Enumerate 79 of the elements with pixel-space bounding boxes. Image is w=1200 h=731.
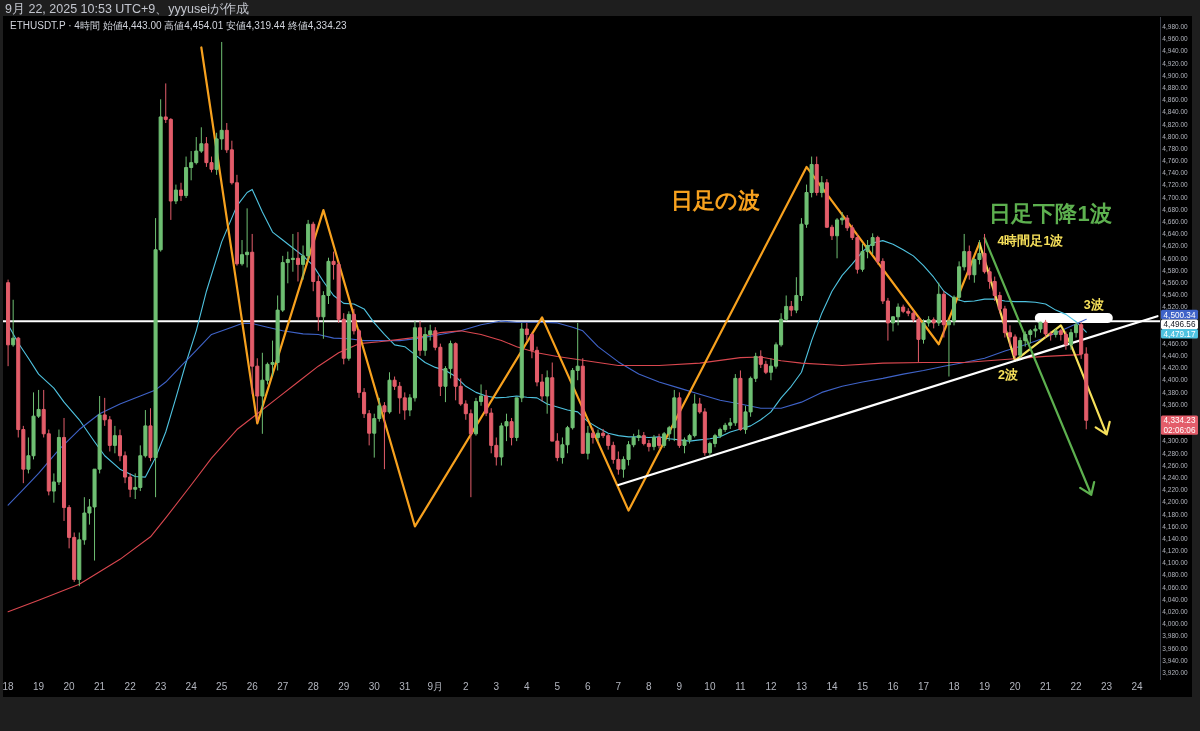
- chart-title: 9月 22, 2025 10:53 UTC+9、yyyuseiが作成: [5, 2, 249, 16]
- candlestick: [651, 434, 656, 451]
- x-tick-label: 15: [856, 681, 869, 692]
- chart-subtitle: ETHUSDT.P · 4時間 始値4,443.00 高値4,454.01 安値4,319.44 終値4,334.23: [10, 20, 348, 31]
- x-tick-label: 23: [1101, 681, 1113, 692]
- x-tick-label: 26: [246, 681, 259, 692]
- x-tick-label: 9月: [427, 681, 444, 692]
- candlestick: [295, 231, 300, 282]
- x-tick-label: 17: [917, 681, 930, 692]
- candlestick: [545, 369, 550, 415]
- x-tick-label: 16: [887, 681, 899, 692]
- x-tick-label: 20: [1009, 681, 1022, 692]
- line-series: [7, 330, 1082, 613]
- annotation: 日足の波: [671, 187, 761, 213]
- x-tick-label: 11: [735, 681, 747, 692]
- x-tick-label: 13: [795, 681, 808, 692]
- x-tick-label: 6: [585, 681, 592, 692]
- candlestick: [590, 427, 595, 445]
- candlestick: [814, 156, 819, 197]
- x-tick-label: 5: [554, 681, 561, 692]
- candlestick: [1053, 327, 1058, 339]
- x-tick-label: 29: [338, 681, 350, 692]
- candlestick: [382, 401, 387, 470]
- line-series: [7, 318, 1087, 506]
- annotation: 2波: [998, 368, 1019, 383]
- x-tick-label: 21: [94, 681, 106, 692]
- x-tick-label: 19: [33, 681, 45, 692]
- x-tick-label: 2: [463, 681, 470, 692]
- candlestick: [178, 182, 184, 202]
- candlestick: [112, 425, 117, 454]
- x-tick-label: 23: [155, 681, 167, 692]
- candlestick: [585, 425, 590, 460]
- candlestick: [418, 320, 423, 357]
- x-tick-label: 8: [646, 681, 653, 692]
- x-tick-label: 28: [307, 681, 320, 692]
- annotation: 4時間足1波: [997, 233, 1064, 248]
- annotation: 3波: [1083, 297, 1104, 312]
- x-tick-label: 19: [978, 681, 991, 692]
- x-tick-label: 14: [826, 681, 838, 692]
- line-series: [200, 46, 981, 528]
- candlestick: [11, 299, 16, 348]
- x-tick-label: 18: [2, 681, 15, 692]
- x-tick-label: 4: [524, 681, 531, 692]
- x-tick-label: 22: [1070, 681, 1083, 692]
- x-tick-label: 18: [948, 681, 961, 692]
- candlestick: [657, 433, 662, 449]
- candlestick: [931, 316, 936, 329]
- candlestick: [819, 175, 824, 198]
- candlestick: [509, 417, 514, 446]
- candlestick: [789, 300, 794, 317]
- x-tick-label: 12: [765, 681, 777, 692]
- candlestick: [936, 282, 941, 327]
- x-tick-label: 24: [1131, 681, 1144, 692]
- x-tick-label: 27: [277, 681, 289, 692]
- candlestick: [148, 407, 153, 462]
- x-tick-label: 20: [63, 681, 76, 692]
- x-tick-label: 3: [493, 681, 500, 692]
- x-tick-label: 9: [676, 681, 683, 692]
- candlestick: [738, 369, 743, 432]
- x-tick-label: 31: [399, 681, 411, 692]
- candlestick: [941, 290, 946, 339]
- x-tick-label: 25: [216, 681, 228, 692]
- x-tick-label: 30: [368, 681, 381, 692]
- candlestick: [1063, 330, 1068, 351]
- candlestick: [596, 429, 601, 442]
- candlestick: [677, 391, 682, 449]
- candlestick: [6, 279, 11, 367]
- x-tick-label: 10: [704, 681, 716, 692]
- candlestick: [346, 310, 351, 362]
- x-tick-label: 24: [185, 681, 198, 692]
- candlestick: [967, 245, 972, 281]
- candlestick: [387, 371, 392, 415]
- candlestick: [901, 304, 906, 314]
- candlestick: [173, 184, 178, 205]
- x-tick-label: 22: [124, 681, 137, 692]
- x-tick-label: 21: [1040, 681, 1052, 692]
- x-tick-label: 7: [615, 681, 622, 692]
- candlestick: [423, 326, 428, 357]
- annotation: 日足下降1波: [989, 201, 1112, 227]
